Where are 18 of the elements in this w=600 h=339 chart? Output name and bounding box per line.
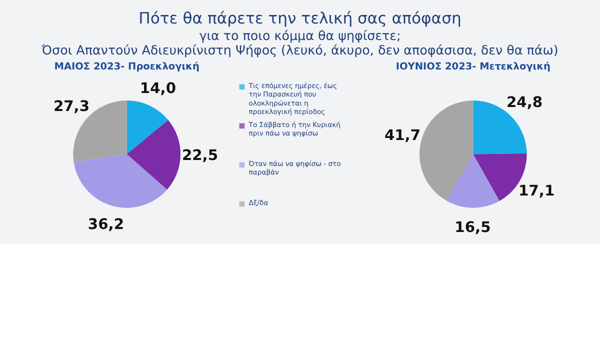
pie-slice: [126, 120, 180, 190]
data-label: 36,2: [88, 216, 124, 234]
pie-slice: [420, 100, 474, 201]
data-label: 22,5: [182, 147, 218, 164]
data-label: 41,7: [384, 127, 421, 144]
pie-slice: [446, 154, 500, 208]
data-label: 17,1: [518, 182, 555, 200]
text: ΜΑΙΟΣ 2023- Προεκλογική: [54, 61, 200, 72]
pie-slice: [126, 100, 168, 154]
data-label: 16,5: [454, 219, 491, 236]
data-label: 24,8: [506, 94, 543, 111]
chart-title: Πότε θα πάρετε την τελική σας απόφαση: [138, 9, 462, 28]
text: Όσοι Απαντούν Αδιευκρίνιστη Ψήφος (λευκό, άκυρο, δεν αποφάσισα, δεν θα πάω): [40, 42, 558, 58]
data-label: 14,0: [140, 80, 176, 97]
data-label: 27,3: [53, 98, 90, 116]
pie-slice: [74, 154, 168, 208]
text: ΙΟΥΝΙΟΣ 2023- Μετεκλογική: [396, 61, 551, 72]
chart-subtitle: για το ποιο κόμμα θα ψηφίσετε;: [199, 28, 401, 44]
